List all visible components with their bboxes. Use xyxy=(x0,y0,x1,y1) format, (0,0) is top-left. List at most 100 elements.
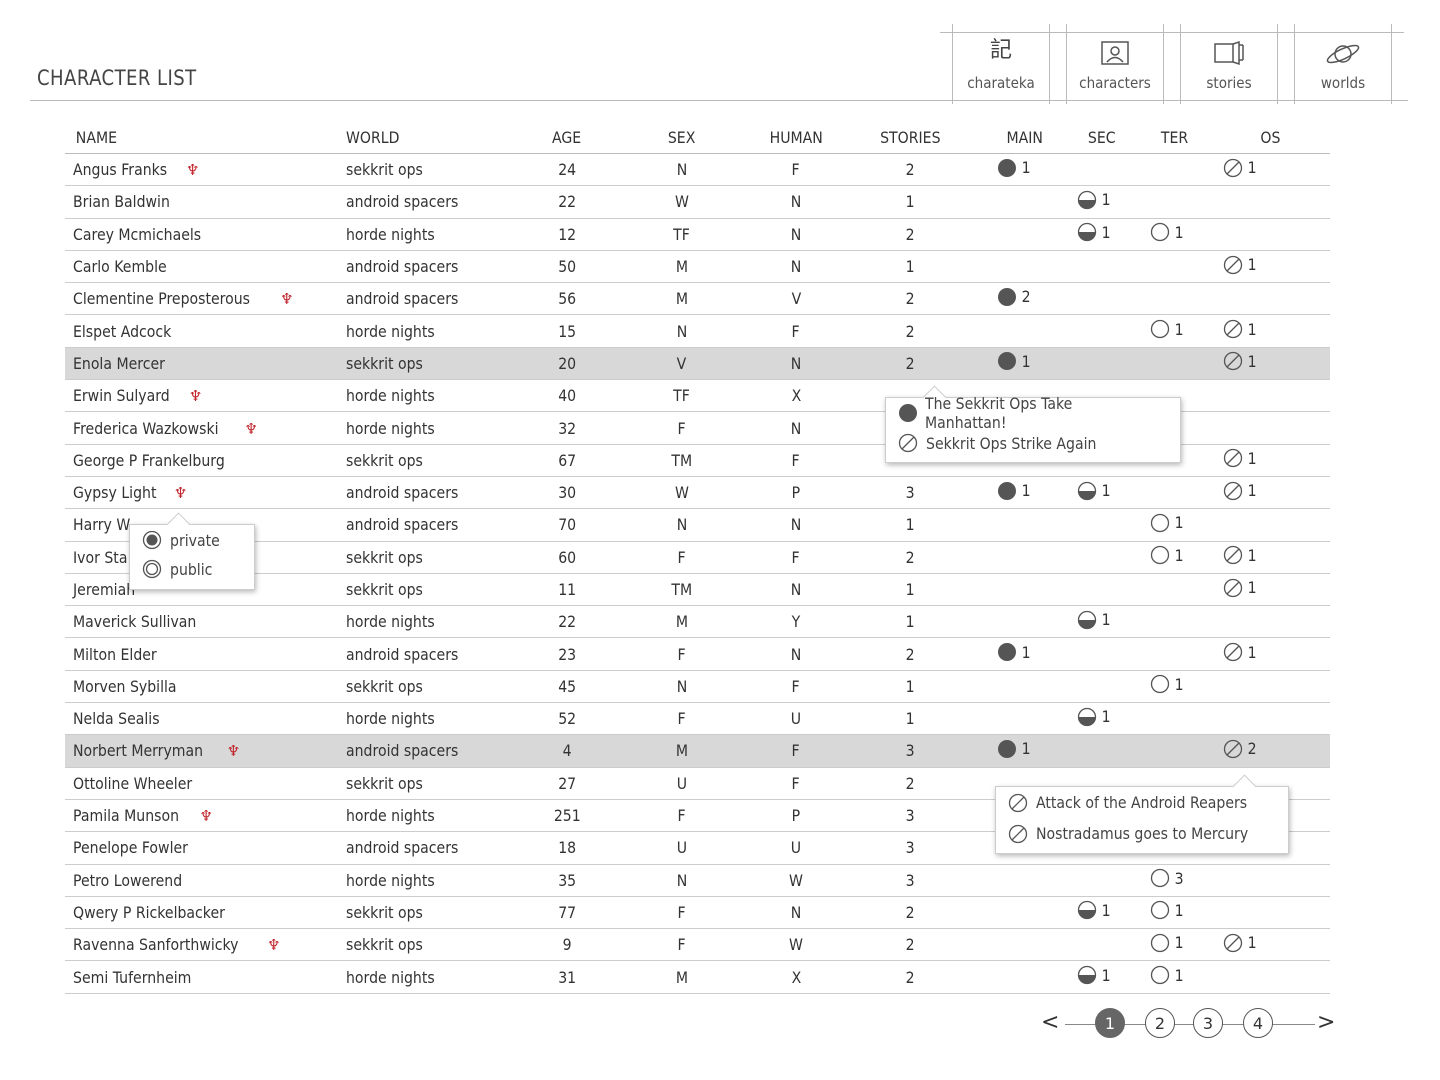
col-header-ter[interactable]: TER xyxy=(1138,122,1211,154)
cell-stories[interactable]: 2 xyxy=(836,767,985,800)
cell-name[interactable]: Angus Franks ♆ xyxy=(65,153,346,187)
private-lock-icon[interactable]: ♆ xyxy=(185,161,200,180)
table-row[interactable]: Erwin Sulyard ♆ horde nights 40 TF X xyxy=(65,379,1330,413)
cell-sec[interactable]: 1 xyxy=(1065,605,1138,639)
private-lock-icon[interactable]: ♆ xyxy=(188,387,203,406)
cell-stories[interactable]: 2 xyxy=(836,314,985,348)
cell-stories[interactable]: 3 xyxy=(836,799,985,833)
cell-name[interactable]: Ravenna Sanforthwicky ♆ xyxy=(65,928,346,962)
next-page-button[interactable]: > xyxy=(1317,1010,1336,1035)
cell-os[interactable]: 2 xyxy=(1211,734,1330,768)
private-lock-icon[interactable]: ♆ xyxy=(280,290,294,309)
cell-stories[interactable]: 3 xyxy=(836,476,985,510)
cell-ter[interactable]: 1 xyxy=(1138,508,1211,542)
col-header-name[interactable]: NAME xyxy=(65,122,346,154)
cell-name[interactable]: Qwery P Rickelbacker xyxy=(65,896,346,930)
page-button-2[interactable]: 2 xyxy=(1145,1008,1175,1038)
cell-ter[interactable]: 1 xyxy=(1138,896,1211,930)
col-header-human[interactable]: HUMAN xyxy=(756,122,836,154)
table-row[interactable]: Petro Lowerend horde nights 35 N W 3 3 xyxy=(65,864,1330,897)
private-lock-icon[interactable]: ♆ xyxy=(199,807,213,826)
cell-sec[interactable]: 1 xyxy=(1065,476,1138,510)
cell-name[interactable]: Norbert Merryman ♆ xyxy=(65,734,346,768)
cell-name[interactable]: Erwin Sulyard ♆ xyxy=(65,379,346,413)
cell-os[interactable]: 1 xyxy=(1211,573,1330,607)
table-row[interactable]: Carlo Kemble android spacers 50 M N 1 1 xyxy=(65,250,1330,284)
cell-os[interactable]: 1 xyxy=(1211,637,1330,671)
cell-main[interactable]: 1 xyxy=(985,734,1065,768)
page-button-1[interactable]: 1 xyxy=(1095,1008,1125,1038)
stories-popup-item[interactable]: The Sekkrit Ops Take Manhattan! xyxy=(886,394,1180,432)
cell-name[interactable]: Maverick Sullivan xyxy=(65,605,346,639)
table-row[interactable]: Ravenna Sanforthwicky ♆ sekkrit ops 9 F W 2 1 1 xyxy=(65,928,1330,962)
cell-main[interactable]: 1 xyxy=(985,637,1065,671)
table-row[interactable]: Nelda Sealis horde nights 52 F U 1 1 xyxy=(65,702,1330,736)
cell-stories[interactable]: 2 xyxy=(836,282,985,316)
cell-name[interactable]: Semi Tufernheim xyxy=(65,960,346,994)
cell-stories[interactable]: 1 xyxy=(836,508,985,542)
cell-name[interactable]: George P Frankelburg xyxy=(65,444,346,477)
table-row[interactable]: Qwery P Rickelbacker sekkrit ops 77 F N 2 1 1 xyxy=(65,896,1330,930)
nav-tab-stories[interactable]: stories xyxy=(1168,24,1290,104)
cell-stories[interactable]: 2 xyxy=(836,928,985,962)
cell-stories[interactable]: 2 xyxy=(836,637,985,671)
cell-os[interactable]: 1 xyxy=(1211,153,1330,187)
cell-ter[interactable]: 3 xyxy=(1138,864,1211,897)
os-popup-item[interactable]: Nostradamus goes to Mercury xyxy=(996,818,1288,849)
cell-sec[interactable]: 1 xyxy=(1065,896,1138,930)
stories-popup-item[interactable]: Sekkrit Ops Strike Again xyxy=(886,428,1180,458)
privacy-option-private[interactable]: private xyxy=(130,525,254,555)
cell-stories[interactable]: 3 xyxy=(836,864,985,897)
table-row[interactable]: Milton Elder android spacers 23 F N 2 1 1 xyxy=(65,637,1330,671)
cell-sec[interactable]: 1 xyxy=(1065,185,1138,219)
private-lock-icon[interactable]: ♆ xyxy=(226,742,241,761)
nav-tab-charateka[interactable]: 記 charateka xyxy=(940,24,1062,104)
table-row[interactable]: Clementine Preposterous ♆ android spacers 5… xyxy=(65,282,1330,316)
table-row[interactable]: Enola Mercer sekkrit ops 20 V N 2 1 1 xyxy=(65,347,1330,381)
cell-os[interactable]: 1 xyxy=(1211,347,1330,381)
cell-name[interactable]: Pamila Munson ♆ xyxy=(65,799,346,833)
table-row[interactable]: Semi Tufernheim horde nights 31 M X 2 1 1 xyxy=(65,960,1330,994)
col-header-stories[interactable]: STORIES xyxy=(836,122,985,154)
cell-name[interactable]: Carey Mcmichaels xyxy=(65,218,346,251)
cell-name[interactable]: Petro Lowerend xyxy=(65,864,346,897)
private-lock-icon[interactable]: ♆ xyxy=(267,936,281,955)
table-row[interactable]: Carey Mcmichaels horde nights 12 TF N 2 1 1 xyxy=(65,218,1330,251)
cell-name[interactable]: Ottoline Wheeler xyxy=(65,767,346,800)
cell-name[interactable]: Frederica Wazkowski ♆ xyxy=(65,411,346,445)
cell-os[interactable]: 1 xyxy=(1211,250,1330,284)
cell-stories[interactable]: 1 xyxy=(836,250,985,284)
cell-stories[interactable]: 2 xyxy=(836,347,985,381)
cell-stories[interactable]: 3 xyxy=(836,831,985,865)
cell-name[interactable]: Morven Sybilla xyxy=(65,670,346,704)
cell-ter[interactable]: 1 xyxy=(1138,218,1211,251)
table-row[interactable]: Maverick Sullivan horde nights 22 M Y 1 1 xyxy=(65,605,1330,639)
cell-stories[interactable]: 2 xyxy=(836,153,985,187)
cell-name[interactable]: Clementine Preposterous ♆ xyxy=(65,282,346,316)
col-header-world[interactable]: WORLD xyxy=(346,122,527,154)
table-row[interactable]: Brian Baldwin android spacers 22 W N 1 1 xyxy=(65,185,1330,219)
cell-name[interactable]: Nelda Sealis xyxy=(65,702,346,736)
cell-os[interactable]: 1 xyxy=(1211,314,1330,348)
cell-stories[interactable]: 2 xyxy=(836,218,985,251)
cell-os[interactable]: 1 xyxy=(1211,541,1330,574)
col-header-sex[interactable]: SEX xyxy=(607,122,756,154)
privacy-option-public[interactable]: public xyxy=(130,555,254,583)
cell-ter[interactable]: 1 xyxy=(1138,541,1211,574)
col-header-main[interactable]: MAIN xyxy=(985,122,1065,154)
cell-name[interactable]: Gypsy Light ♆ xyxy=(65,476,346,510)
cell-name[interactable]: Enola Mercer xyxy=(65,347,346,381)
cell-name[interactable]: Brian Baldwin xyxy=(65,185,346,219)
cell-stories[interactable]: 1 xyxy=(836,670,985,704)
cell-ter[interactable]: 1 xyxy=(1138,960,1211,994)
cell-stories[interactable]: 1 xyxy=(836,702,985,736)
table-row[interactable]: Elspet Adcock horde nights 15 N F 2 1 1 xyxy=(65,314,1330,348)
private-lock-icon[interactable]: ♆ xyxy=(173,484,188,503)
private-lock-icon[interactable]: ♆ xyxy=(244,419,258,438)
cell-name[interactable]: Milton Elder xyxy=(65,637,346,671)
cell-os[interactable]: 1 xyxy=(1211,476,1330,510)
cell-stories[interactable]: 1 xyxy=(836,185,985,219)
page-button-3[interactable]: 3 xyxy=(1193,1008,1223,1038)
nav-tab-characters[interactable]: characters xyxy=(1054,24,1176,104)
